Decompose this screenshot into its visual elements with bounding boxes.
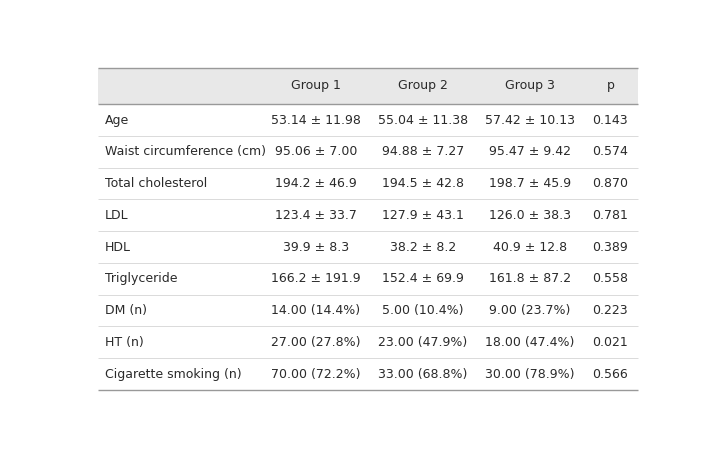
Bar (98, 67, 638, 104)
Text: Group 1: Group 1 (291, 79, 341, 92)
Text: 127.9 ± 43.1: 127.9 ± 43.1 (382, 209, 464, 222)
Text: 38.2 ± 8.2: 38.2 ± 8.2 (390, 241, 456, 254)
Text: LDL: LDL (105, 209, 129, 222)
Text: 123.4 ± 33.7: 123.4 ± 33.7 (275, 209, 357, 222)
Text: 23.00 (47.9%): 23.00 (47.9%) (378, 336, 467, 349)
Text: p: p (607, 79, 615, 92)
Text: Age: Age (105, 114, 129, 126)
Text: 0.143: 0.143 (592, 114, 628, 126)
Text: Total cholesterol: Total cholesterol (105, 177, 207, 190)
Text: 0.566: 0.566 (592, 367, 628, 381)
Text: 194.2 ± 46.9: 194.2 ± 46.9 (275, 177, 357, 190)
Text: Cigarette smoking (n): Cigarette smoking (n) (105, 367, 241, 381)
Text: 0.389: 0.389 (592, 241, 628, 254)
Text: 152.4 ± 69.9: 152.4 ± 69.9 (382, 272, 464, 285)
Text: 40.9 ± 12.8: 40.9 ± 12.8 (493, 241, 567, 254)
Text: 70.00 (72.2%): 70.00 (72.2%) (271, 367, 360, 381)
Text: 0.021: 0.021 (592, 336, 628, 349)
Text: 194.5 ± 42.8: 194.5 ± 42.8 (382, 177, 464, 190)
Text: 33.00 (68.8%): 33.00 (68.8%) (378, 367, 467, 381)
Text: 95.47 ± 9.42: 95.47 ± 9.42 (489, 145, 571, 159)
Text: Triglyceride: Triglyceride (105, 272, 177, 285)
Text: Waist circumference (cm): Waist circumference (cm) (105, 145, 266, 159)
Text: 53.14 ± 11.98: 53.14 ± 11.98 (271, 114, 361, 126)
Text: 57.42 ± 10.13: 57.42 ± 10.13 (485, 114, 574, 126)
Text: DM (n): DM (n) (105, 304, 146, 317)
Text: 95.06 ± 7.00: 95.06 ± 7.00 (275, 145, 358, 159)
Text: HDL: HDL (105, 241, 131, 254)
Text: 39.9 ± 8.3: 39.9 ± 8.3 (283, 241, 349, 254)
Text: Group 2: Group 2 (398, 79, 448, 92)
Text: 198.7 ± 45.9: 198.7 ± 45.9 (488, 177, 571, 190)
Text: 27.00 (27.8%): 27.00 (27.8%) (271, 336, 360, 349)
Text: 94.88 ± 7.27: 94.88 ± 7.27 (382, 145, 464, 159)
Text: 0.558: 0.558 (592, 272, 628, 285)
Text: 0.223: 0.223 (592, 304, 628, 317)
Text: 55.04 ± 11.38: 55.04 ± 11.38 (378, 114, 468, 126)
Text: 0.574: 0.574 (592, 145, 628, 159)
Text: HT (n): HT (n) (105, 336, 144, 349)
Text: 9.00 (23.7%): 9.00 (23.7%) (489, 304, 570, 317)
Text: 166.2 ± 191.9: 166.2 ± 191.9 (271, 272, 361, 285)
Text: Group 3: Group 3 (505, 79, 554, 92)
Text: 30.00 (78.9%): 30.00 (78.9%) (485, 367, 574, 381)
Text: 126.0 ± 38.3: 126.0 ± 38.3 (489, 209, 571, 222)
Text: 14.00 (14.4%): 14.00 (14.4%) (271, 304, 360, 317)
Text: 0.870: 0.870 (592, 177, 628, 190)
Text: 5.00 (10.4%): 5.00 (10.4%) (382, 304, 464, 317)
Text: 161.8 ± 87.2: 161.8 ± 87.2 (488, 272, 571, 285)
Text: 0.781: 0.781 (592, 209, 628, 222)
Text: 18.00 (47.4%): 18.00 (47.4%) (485, 336, 574, 349)
